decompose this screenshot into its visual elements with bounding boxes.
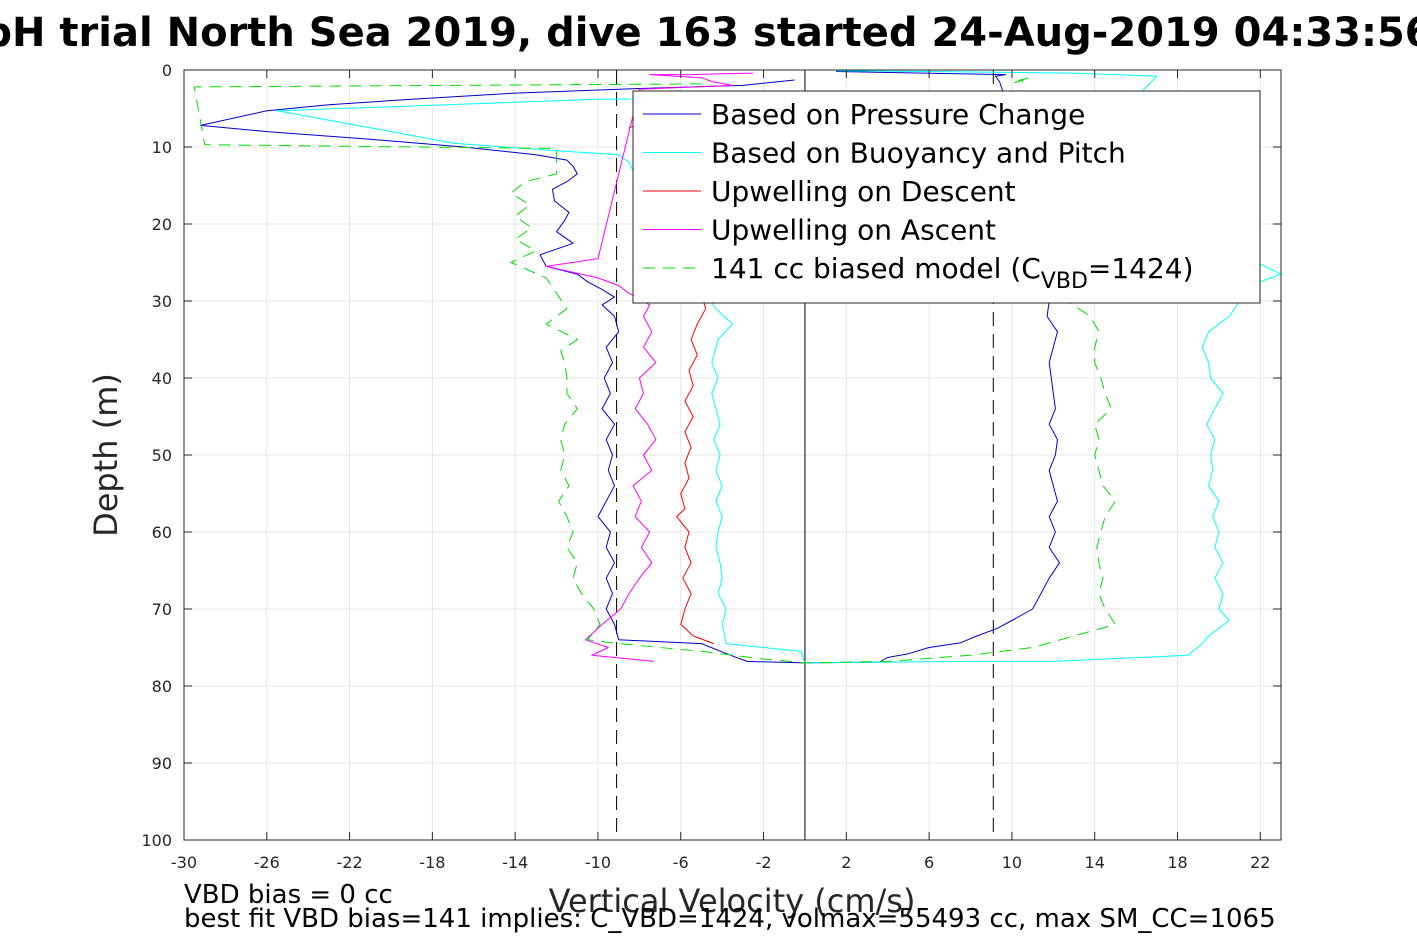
y-tick-label: 90 bbox=[152, 754, 172, 773]
legend-label-4: 141 cc biased model (CVBD=1424) bbox=[711, 252, 1194, 294]
series-line-2 bbox=[628, 123, 715, 645]
legend-box bbox=[632, 90, 1261, 304]
legend-label-3: Upwelling on Ascent bbox=[711, 214, 996, 247]
series-line-0 bbox=[200, 71, 1067, 664]
legend-label-1: Based on Buoyancy and Pitch bbox=[711, 137, 1126, 170]
series-group bbox=[193, 70, 1281, 664]
x-tick-label: -10 bbox=[585, 853, 611, 872]
x-tick-label: 18 bbox=[1167, 853, 1187, 872]
y-tick-label: 80 bbox=[152, 677, 172, 696]
series-line-4 bbox=[193, 75, 1116, 664]
x-tick-label: -6 bbox=[673, 853, 689, 872]
y-tick-label: 100 bbox=[141, 831, 172, 850]
x-tick-label: -2 bbox=[756, 853, 772, 872]
x-tick-label: -18 bbox=[419, 853, 445, 872]
y-tick-label: 50 bbox=[152, 446, 172, 465]
y-tick-label: 10 bbox=[152, 138, 172, 157]
y-tick-label: 40 bbox=[152, 369, 172, 388]
legend-label-subscript: VBD bbox=[1041, 269, 1088, 294]
legend-label-suffix: =1424) bbox=[1088, 252, 1194, 285]
x-tick-label: 6 bbox=[924, 853, 934, 872]
legend: Based on Pressure Change Based on Buoyanc… bbox=[632, 90, 1261, 304]
x-tick-label: 10 bbox=[1002, 853, 1022, 872]
series-line-3 bbox=[545, 72, 754, 662]
y-tick-label: 70 bbox=[152, 600, 172, 619]
x-tick-label: 2 bbox=[841, 853, 851, 872]
x-tick-label: -22 bbox=[337, 853, 363, 872]
x-axis-label: Vertical Velocity (cm/s) bbox=[549, 882, 916, 920]
y-tick-label: 0 bbox=[162, 61, 172, 80]
chart-title: pH trial North Sea 2019, dive 163 starte… bbox=[0, 10, 1417, 56]
x-tick-label: 14 bbox=[1085, 853, 1105, 872]
legend-label-0: Based on Pressure Change bbox=[711, 98, 1085, 131]
y-tick-label: 30 bbox=[152, 292, 172, 311]
footer-line-2: best fit VBD bias=141 implies: C_VBD=142… bbox=[184, 904, 1276, 934]
x-tick-label: -14 bbox=[502, 853, 528, 872]
x-tick-label: -30 bbox=[171, 853, 197, 872]
legend-label-2: Upwelling on Descent bbox=[711, 175, 1016, 208]
y-tick-label: 60 bbox=[152, 523, 172, 542]
x-tick-label: 22 bbox=[1250, 853, 1270, 872]
y-tick-label: 20 bbox=[152, 215, 172, 234]
footer-line-1: VBD bias = 0 cc bbox=[184, 880, 393, 910]
axis-ticks: -30 -26 -22 -18 -14 -10 -6 -2 2 6 10 14 18 2201020304… bbox=[141, 61, 1281, 872]
legend-label-prefix: 141 cc biased model (C bbox=[711, 252, 1041, 285]
series-line-1 bbox=[276, 70, 1281, 664]
y-axis-label: Depth (m) bbox=[87, 373, 125, 537]
x-tick-label: -26 bbox=[254, 853, 280, 872]
